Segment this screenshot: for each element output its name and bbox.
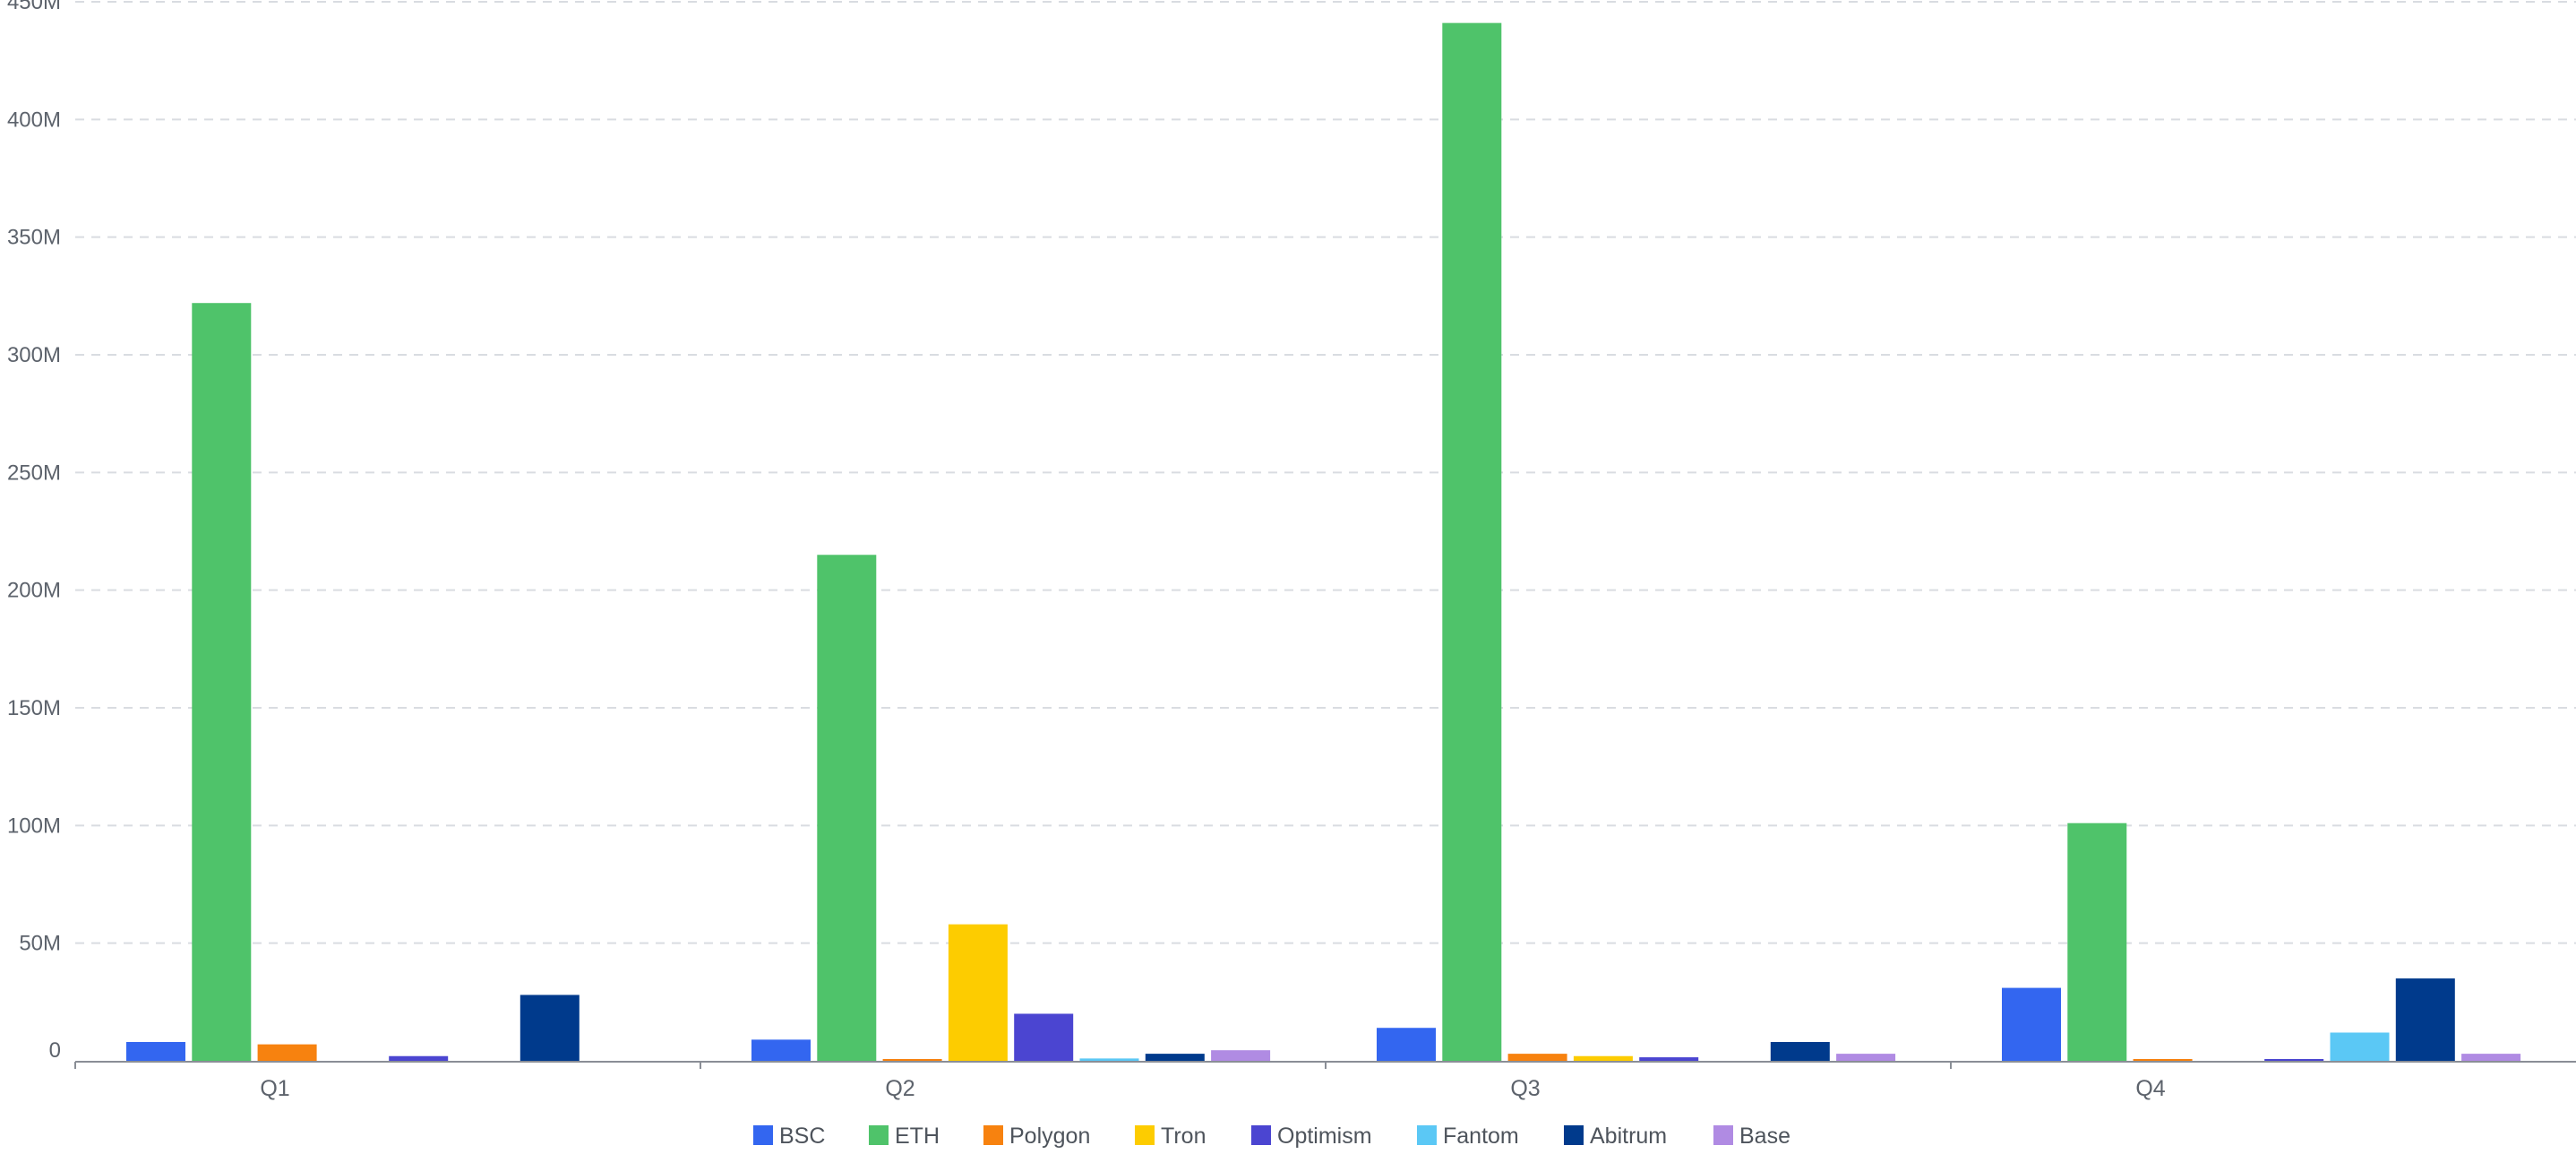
bar-abitrum-q1[interactable] — [519, 995, 580, 1061]
bar-bsc-q3[interactable] — [1377, 1028, 1436, 1061]
y-tick-label: 350M — [7, 226, 61, 250]
legend-swatch — [1564, 1125, 1584, 1145]
legend-label: ETH — [895, 1124, 940, 1149]
bar-abitrum-q4[interactable] — [2395, 978, 2455, 1061]
bar-bsc-q4[interactable] — [2002, 987, 2061, 1061]
bar-fantom-q4[interactable] — [2330, 1032, 2390, 1061]
legend-item-abitrum[interactable]: Abitrum — [1564, 1124, 1667, 1149]
y-tick-label: 300M — [7, 343, 61, 367]
legend-label: BSC — [779, 1124, 825, 1149]
legend-swatch — [983, 1125, 1003, 1145]
legend-item-base[interactable]: Base — [1713, 1124, 1790, 1149]
y-axis-ticks: 0 50M 100M 150M 200M 250M 300M 350M 400M 450M — [7, 0, 61, 1063]
legend-item-optimism[interactable]: Optimism — [1251, 1124, 1372, 1149]
legend-label: Optimism — [1277, 1124, 1372, 1149]
y-tick-label: 100M — [7, 814, 61, 838]
y-tick-label: 0 — [49, 1038, 61, 1063]
legend-swatch — [753, 1125, 773, 1145]
legend-item-tron[interactable]: Tron — [1135, 1124, 1206, 1149]
x-axis-ticks: Q1 Q2 Q3 Q4 — [74, 1062, 2166, 1101]
gridlines — [75, 1, 2576, 944]
bar-eth-q1[interactable] — [192, 303, 252, 1061]
legend-swatch — [1713, 1125, 1733, 1145]
bar-eth-q3[interactable] — [1442, 22, 1502, 1061]
bar-base-q4[interactable] — [2461, 1054, 2521, 1061]
legend-item-bsc[interactable]: BSC — [753, 1124, 825, 1149]
bar-polygon-q2[interactable] — [882, 1059, 942, 1061]
bar-base-q2[interactable] — [1211, 1050, 1271, 1061]
bar-eth-q2[interactable] — [817, 555, 877, 1061]
bar-bsc-q2[interactable] — [751, 1039, 811, 1061]
legend[interactable]: BSC ETH Polygon Tron Optimism Fantom Abitrum Ba… — [753, 1124, 1790, 1149]
bar-base-q3[interactable] — [1836, 1054, 1896, 1061]
legend-item-polygon[interactable]: Polygon — [983, 1124, 1090, 1149]
legend-label: Base — [1739, 1124, 1790, 1149]
bar-tron-q3[interactable] — [1573, 1055, 1633, 1061]
y-tick-label: 200M — [7, 579, 61, 603]
bar-tron-q2[interactable] — [948, 924, 1008, 1061]
legend-label: Abitrum — [1590, 1124, 1667, 1149]
x-tick-label: Q1 — [260, 1076, 289, 1101]
y-tick-label: 400M — [7, 108, 61, 132]
legend-item-eth[interactable]: ETH — [869, 1124, 940, 1149]
y-tick-label: 450M — [7, 0, 61, 14]
bar-polygon-q3[interactable] — [1507, 1054, 1567, 1061]
bar-optimism-q1[interactable] — [389, 1055, 449, 1061]
y-tick-label: 50M — [19, 932, 61, 956]
legend-swatch — [869, 1125, 889, 1145]
bar-fantom-q2[interactable] — [1079, 1058, 1139, 1061]
x-tick-label: Q3 — [1510, 1076, 1540, 1101]
y-tick-label: 150M — [7, 696, 61, 720]
bar-abitrum-q3[interactable] — [1770, 1041, 1830, 1061]
legend-label: Fantom — [1443, 1124, 1519, 1149]
bar-bsc-q1[interactable] — [126, 1041, 185, 1061]
legend-label: Polygon — [1009, 1124, 1090, 1149]
bar-optimism-q4[interactable] — [2264, 1059, 2324, 1061]
bar-optimism-q3[interactable] — [1639, 1057, 1699, 1061]
bar-eth-q4[interactable] — [2067, 822, 2127, 1061]
bar-polygon-q1[interactable] — [257, 1044, 317, 1061]
bar-polygon-q4[interactable] — [2133, 1059, 2193, 1061]
legend-swatch — [1251, 1125, 1271, 1145]
x-tick-label: Q4 — [2135, 1076, 2165, 1101]
legend-label: Tron — [1161, 1124, 1206, 1149]
legend-swatch — [1135, 1125, 1155, 1145]
legend-swatch — [1417, 1125, 1437, 1145]
y-tick-label: 250M — [7, 461, 61, 485]
bars — [126, 22, 2521, 1061]
bar-abitrum-q2[interactable] — [1145, 1054, 1205, 1061]
bar-optimism-q2[interactable] — [1014, 1013, 1074, 1061]
x-tick-label: Q2 — [885, 1076, 914, 1101]
legend-item-fantom[interactable]: Fantom — [1417, 1124, 1519, 1149]
